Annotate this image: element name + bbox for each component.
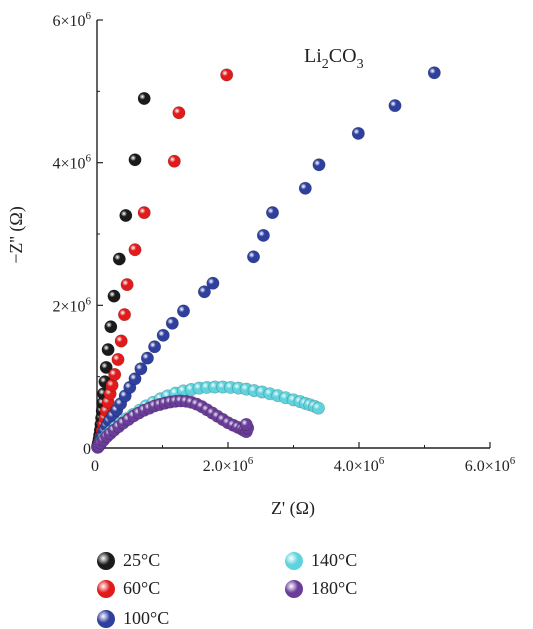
data-point [239, 417, 253, 431]
data-series-layer [91, 66, 441, 454]
legend-item: 140°C [285, 550, 357, 571]
data-point [140, 351, 154, 365]
x-tick-label: 2.0×106 [203, 455, 254, 475]
y-tick-label: 4×106 [52, 153, 91, 173]
data-point [101, 343, 115, 357]
data-point [298, 181, 312, 195]
x-axis-label: Z' (Ω) [271, 498, 315, 519]
y-axis-label: −Z'' (Ω) [6, 206, 27, 264]
data-point [134, 362, 148, 376]
data-point [311, 401, 325, 415]
x-tick-label: 4.0×106 [334, 455, 385, 475]
data-point [220, 68, 234, 82]
series-5 [91, 394, 255, 454]
data-point [137, 206, 151, 220]
data-point [177, 304, 191, 318]
data-point [105, 378, 119, 392]
legend-marker [285, 551, 303, 570]
data-point [265, 206, 279, 220]
y-tick-label: 6×106 [52, 10, 91, 30]
legend-marker [285, 579, 303, 598]
data-point [427, 66, 441, 80]
data-point [172, 106, 186, 120]
data-point [167, 154, 181, 168]
legend-label: 180°C [311, 578, 358, 598]
legend-item: 100°C [97, 608, 169, 629]
data-point [111, 352, 125, 366]
data-point [137, 92, 151, 106]
data-point [128, 372, 142, 386]
data-point [112, 252, 126, 266]
data-point [108, 367, 122, 381]
legend-label: 140°C [311, 550, 358, 570]
y-tick-label: 0 [83, 441, 91, 458]
data-point [247, 250, 261, 264]
data-point [206, 276, 220, 290]
axis-ticks: 0 2×106 4×106 6×106 0 2.0×106 4.0×106 6.0×106 [52, 10, 515, 475]
data-point [312, 158, 326, 172]
data-point [120, 278, 134, 292]
legend-label: 25°C [123, 550, 161, 570]
legend-item: 25°C [97, 550, 160, 571]
data-point [197, 285, 211, 299]
x-tick-label: 6.0×106 [465, 455, 516, 475]
data-point [256, 228, 270, 242]
legend-label: 60°C [123, 578, 161, 598]
compound-annotation: Li2CO3 [304, 45, 364, 72]
legend-item: 180°C [285, 578, 357, 599]
data-point [351, 126, 365, 140]
legend: 25°C 60°C 100°C 140°C 180°C [0, 536, 533, 629]
legend-marker [97, 579, 115, 598]
x-tick-label: 0 [91, 458, 99, 475]
data-point [156, 328, 170, 342]
data-point [104, 320, 118, 334]
data-point [128, 153, 142, 167]
data-point [99, 360, 113, 374]
plot-axes [96, 20, 490, 449]
data-point [128, 243, 142, 257]
data-point [388, 99, 402, 113]
legend-item: 60°C [97, 578, 160, 599]
legend-label: 100°C [123, 608, 170, 628]
y-tick-label: 2×106 [52, 295, 91, 315]
data-point [114, 334, 128, 348]
data-point [165, 316, 179, 330]
data-point [107, 289, 121, 303]
legend-marker [97, 609, 115, 628]
legend-marker [97, 551, 115, 570]
impedance-chart: 0 2×106 4×106 6×106 0 2.0×106 4.0×106 6.0×106 L… [6, 10, 516, 519]
data-point [148, 340, 162, 354]
data-point [119, 209, 133, 223]
data-point [118, 308, 132, 322]
